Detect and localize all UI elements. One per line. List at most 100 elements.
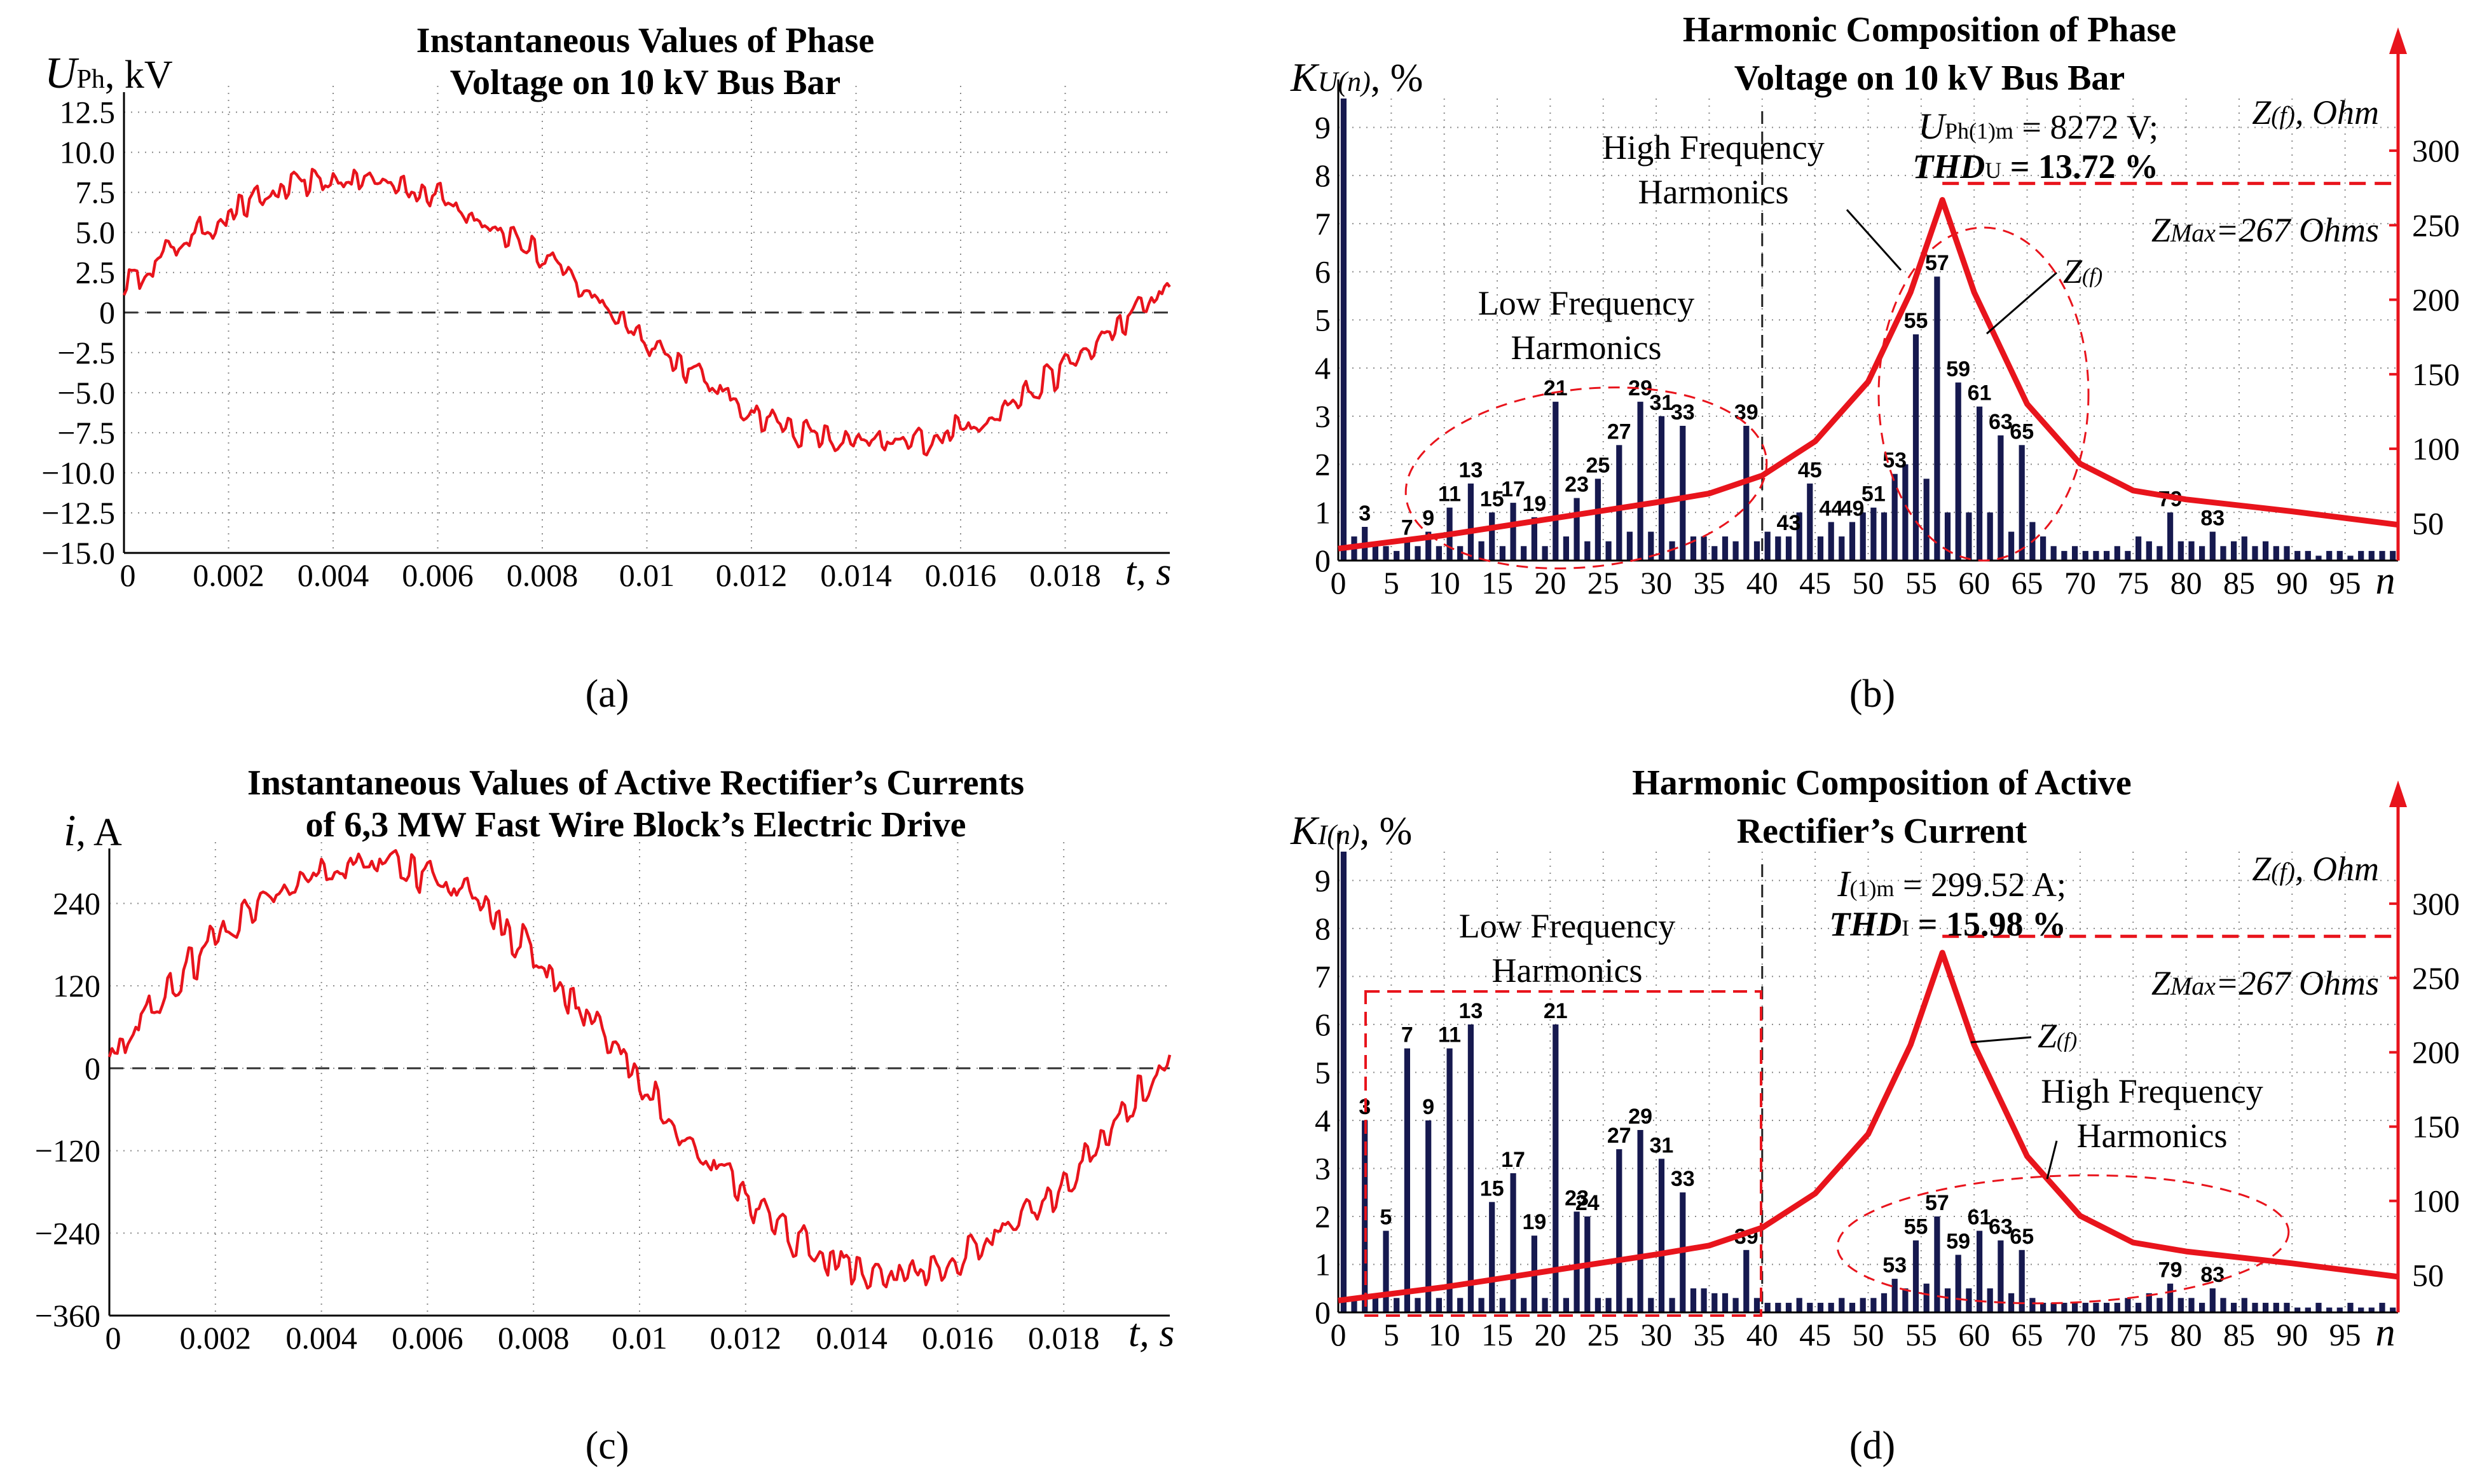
bar-harmonic-68 <box>2050 1302 2057 1312</box>
high-frequency-label-1: High Frequency <box>2041 1072 2263 1110</box>
bar-harmonic-51 <box>1870 507 1877 561</box>
y-tick-label-0: 12.5 <box>60 95 116 130</box>
bar-harmonic-77 <box>2146 1293 2152 1312</box>
y-tick-label-0: 0 <box>1315 543 1331 578</box>
bar-label-7: 7 <box>1401 516 1413 540</box>
y-tick-label-7: 7 <box>1315 206 1331 242</box>
x-tick-label-13: 65 <box>2012 565 2043 601</box>
z-tick-label-1: 100 <box>2412 1183 2460 1219</box>
y-tick-label-3: 3 <box>1315 1150 1331 1186</box>
bar-harmonic-29 <box>1637 402 1643 561</box>
bar-harmonic-31 <box>1658 1159 1665 1312</box>
bar-harmonic-74 <box>2114 546 2120 561</box>
bar-harmonic-99 <box>2379 1302 2385 1312</box>
x-tick-label-0: 0 <box>120 557 136 593</box>
bar-harmonic-75 <box>2125 1298 2131 1312</box>
x-tick-label-11: 55 <box>1905 1317 1937 1352</box>
bar-harmonic-75 <box>2125 550 2131 561</box>
bar-label-57: 57 <box>1925 251 1949 275</box>
y-axis-symbol: i <box>64 807 76 855</box>
bar-label-45: 45 <box>1798 458 1822 482</box>
x-tick-label-1: 0.002 <box>193 557 264 593</box>
bar-harmonic-28 <box>1626 531 1633 561</box>
bar-harmonic-84 <box>2220 546 2226 561</box>
bar-harmonic-7 <box>1404 1048 1410 1312</box>
y-axis-unit: , kV <box>105 53 173 97</box>
bar-harmonic-91 <box>2294 550 2301 561</box>
y-tick-label-6: 6 <box>1315 1007 1331 1042</box>
y-axis-unit: , A <box>76 811 122 854</box>
zmax-label: ZMax=267 Ohms <box>2151 964 2379 1002</box>
y-axis-unit: , % <box>1360 810 1413 853</box>
y-tick-label-1: 1 <box>1315 494 1331 530</box>
fundamental-annotation: I(1)m = 299.52 A; <box>1837 863 2066 904</box>
bar-harmonic-38 <box>1732 1298 1739 1312</box>
bar-harmonic-5 <box>1383 546 1389 561</box>
z-axis-symbol: Z <box>2252 850 2272 888</box>
z-curve-pointer <box>1970 1036 2032 1044</box>
bar-harmonic-50 <box>1860 1298 1866 1312</box>
y-tick-label-0: 0 <box>1315 1295 1331 1330</box>
bar-harmonic-80 <box>2177 1298 2184 1312</box>
bar-harmonic-62 <box>1987 1288 1993 1312</box>
bar-label-63: 63 <box>1989 1215 2013 1239</box>
bar-label-21: 21 <box>1544 999 1568 1023</box>
bar-harmonic-98 <box>2368 550 2375 561</box>
bar-harmonic-100 <box>2390 550 2396 561</box>
bar-harmonic-87 <box>2252 546 2258 561</box>
bar-harmonic-92 <box>2305 550 2311 561</box>
high-frequency-pointer <box>2046 1140 2058 1180</box>
z-axis-subscript: (f) <box>2271 857 2295 886</box>
title-line-1: Harmonic Composition of Active <box>1632 763 2131 803</box>
high-frequency-label-2: Harmonics <box>2077 1117 2228 1155</box>
bar-harmonic-1 <box>1340 852 1347 1312</box>
bar-label-53: 53 <box>1882 449 1907 473</box>
bar-harmonic-49 <box>1849 522 1856 561</box>
high-frequency-label-2: Harmonics <box>1638 173 1789 211</box>
bar-harmonic-49 <box>1849 1302 1856 1312</box>
bar-harmonic-2 <box>1351 1298 1357 1312</box>
y-axis-unit: , % <box>1371 57 1423 100</box>
bar-harmonic-73 <box>2104 550 2110 561</box>
bar-label-23: 23 <box>1565 1186 1589 1210</box>
bar-harmonic-15 <box>1489 1202 1495 1312</box>
bar-labels: 3579111315171921232427293133395355575961… <box>1359 999 2225 1287</box>
bar-harmonic-89 <box>2273 546 2279 561</box>
z-tick-label-3: 200 <box>2412 282 2460 318</box>
bar-harmonic-67 <box>2040 536 2047 561</box>
bar-label-61: 61 <box>1968 381 1992 405</box>
bar-harmonic-38 <box>1732 541 1739 561</box>
bar-harmonic-16 <box>1499 546 1505 561</box>
thd-subscript: I <box>1902 915 1909 941</box>
bar-harmonic-73 <box>2104 1302 2110 1312</box>
fundamental-value: 299.52 A; <box>1931 866 2066 904</box>
fundamental-symbol: I <box>1837 863 1851 904</box>
x-tick-label-4: 20 <box>1534 1317 1566 1352</box>
x-tick-label-3: 15 <box>1481 565 1513 601</box>
bar-harmonic-6 <box>1394 550 1400 561</box>
thd-value: = 13.72 % <box>2001 147 2158 186</box>
bar-label-11: 11 <box>1438 482 1461 507</box>
bar-harmonic-76 <box>2136 536 2142 561</box>
high-frequency-label-1: High Frequency <box>1602 128 1824 167</box>
bar-label-27: 27 <box>1607 1124 1631 1148</box>
y-tick-label-2: 2 <box>1315 447 1331 482</box>
bar-harmonic-34 <box>1690 1288 1697 1312</box>
z-curve-subscript: (f) <box>2057 1029 2077 1052</box>
bar-harmonic-37 <box>1722 536 1729 561</box>
bar-harmonic-51 <box>1870 1298 1877 1312</box>
bar-harmonic-69 <box>2061 1302 2067 1312</box>
z-tick-label-2: 150 <box>2412 1109 2460 1145</box>
bar-label-83: 83 <box>2200 1263 2225 1287</box>
zmax-label: ZMax=267 Ohms <box>2151 211 2379 249</box>
bar-label-29: 29 <box>1628 1105 1652 1129</box>
x-tick-label-8: 0.016 <box>922 1320 994 1356</box>
y-axis-subscript: Ph <box>77 65 105 94</box>
bar-harmonic-16 <box>1499 1298 1505 1312</box>
x-tick-label-13: 65 <box>2012 1317 2043 1352</box>
x-axis-label: t, s <box>1125 550 1171 594</box>
bar-harmonic-45 <box>1807 1302 1813 1312</box>
bar-harmonic-98 <box>2368 1307 2375 1312</box>
